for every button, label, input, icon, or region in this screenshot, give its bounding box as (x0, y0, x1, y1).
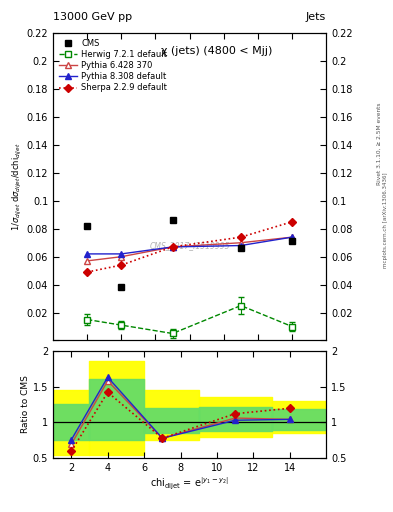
CMS (239, 245, 243, 251)
Text: Rivet 3.1.10, ≥ 2.5M events: Rivet 3.1.10, ≥ 2.5M events (377, 102, 382, 185)
Pythia 8.308 default (119, 251, 124, 257)
CMS (85, 223, 90, 229)
Text: χ (jets) (4800 < Mjj): χ (jets) (4800 < Mjj) (161, 46, 273, 56)
Pythia 8.308 default (290, 234, 294, 240)
CMS (119, 284, 124, 290)
Text: CMS_2017_I1519995: CMS_2017_I1519995 (149, 241, 230, 250)
Line: Pythia 6.428 370: Pythia 6.428 370 (84, 233, 296, 264)
Text: 13000 GeV pp: 13000 GeV pp (53, 11, 132, 22)
CMS (290, 238, 294, 244)
Pythia 6.428 370 (239, 240, 243, 246)
Pythia 6.428 370 (85, 258, 90, 264)
Text: Jets: Jets (306, 11, 326, 22)
Text: mcplots.cern.ch [arXiv:1306.3436]: mcplots.cern.ch [arXiv:1306.3436] (383, 173, 387, 268)
Pythia 6.428 370 (170, 244, 175, 250)
Pythia 8.308 default (239, 243, 243, 249)
CMS (170, 217, 175, 223)
Y-axis label: Ratio to CMS: Ratio to CMS (21, 375, 30, 434)
Line: Sherpa 2.2.9 default: Sherpa 2.2.9 default (84, 219, 295, 275)
Sherpa 2.2.9 default (290, 219, 294, 225)
Pythia 6.428 370 (290, 234, 294, 240)
Pythia 6.428 370 (119, 253, 124, 260)
Line: Pythia 8.308 default: Pythia 8.308 default (84, 233, 296, 258)
Line: CMS: CMS (84, 217, 296, 291)
Sherpa 2.2.9 default (85, 269, 90, 275)
Pythia 8.308 default (170, 244, 175, 250)
Pythia 8.308 default (85, 251, 90, 257)
Sherpa 2.2.9 default (119, 262, 124, 268)
Y-axis label: 1/$\sigma_{dijet}$ d$\sigma_{dijet}$/dchi$_{dijet}$: 1/$\sigma_{dijet}$ d$\sigma_{dijet}$/dch… (11, 143, 24, 231)
Sherpa 2.2.9 default (170, 244, 175, 250)
Legend: CMS, Herwig 7.2.1 default, Pythia 6.428 370, Pythia 8.308 default, Sherpa 2.2.9 : CMS, Herwig 7.2.1 default, Pythia 6.428 … (57, 37, 169, 94)
Sherpa 2.2.9 default (239, 234, 243, 240)
X-axis label: chi$_{\rm dijet}$ = e$^{|y_1 - y_2|}$: chi$_{\rm dijet}$ = e$^{|y_1 - y_2|}$ (150, 476, 229, 492)
